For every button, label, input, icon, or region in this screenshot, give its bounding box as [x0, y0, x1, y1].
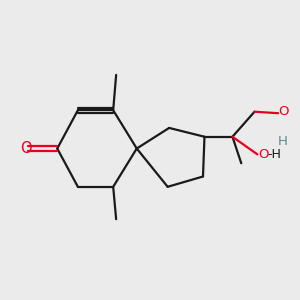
Text: H: H	[278, 135, 287, 148]
Text: -H: -H	[268, 148, 281, 161]
Text: O: O	[20, 141, 32, 156]
Text: O: O	[259, 148, 269, 161]
Text: O: O	[278, 105, 288, 118]
